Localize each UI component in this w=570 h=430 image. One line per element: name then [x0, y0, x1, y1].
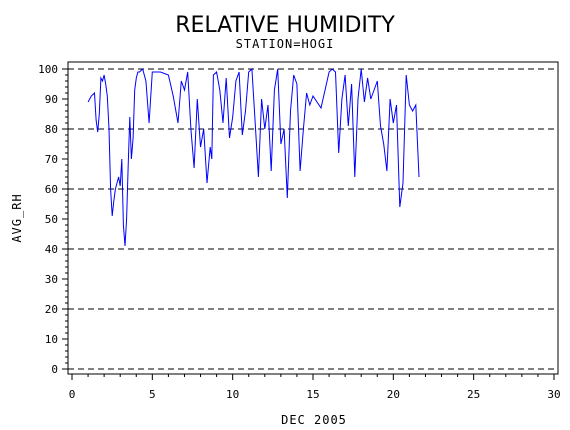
y-axis-label: AVG_RH [10, 193, 24, 242]
x-axis-label: DEC 2005 [281, 413, 347, 427]
y-tick-label: 90 [45, 93, 58, 106]
x-tick-label: 10 [226, 388, 239, 401]
y-tick-label: 60 [45, 183, 58, 196]
y-tick-label: 80 [45, 123, 58, 136]
y-tick-label: 20 [45, 303, 58, 316]
reference-lines [68, 68, 558, 370]
plot-frame [67, 61, 559, 375]
avg-rh-series-line [87, 67, 420, 247]
y-tick-label: 50 [45, 213, 58, 226]
x-tick-label: 30 [547, 388, 560, 401]
chart-subtitle: STATION=HOGI [236, 37, 335, 51]
plot-border [67, 61, 559, 375]
x-tick-label: 15 [306, 388, 319, 401]
y-tick-label: 0 [51, 363, 58, 376]
x-axis: 0 5 10 15 20 25 30 [69, 374, 561, 401]
y-tick-label: 30 [45, 273, 58, 286]
y-tick-label: 40 [45, 243, 58, 256]
x-tick-label: 5 [149, 388, 156, 401]
y-tick-label: 100 [38, 63, 58, 76]
x-tick-label: 20 [387, 388, 400, 401]
x-tick-label: 25 [467, 388, 480, 401]
chart-title: RELATIVE HUMIDITY [175, 13, 395, 38]
series-layer [87, 67, 420, 247]
x-tick-label: 0 [69, 388, 76, 401]
y-tick-label: 10 [45, 333, 58, 346]
y-axis: 0 10 20 30 40 50 60 70 80 90 100 [38, 63, 68, 376]
y-tick-label: 70 [45, 153, 58, 166]
